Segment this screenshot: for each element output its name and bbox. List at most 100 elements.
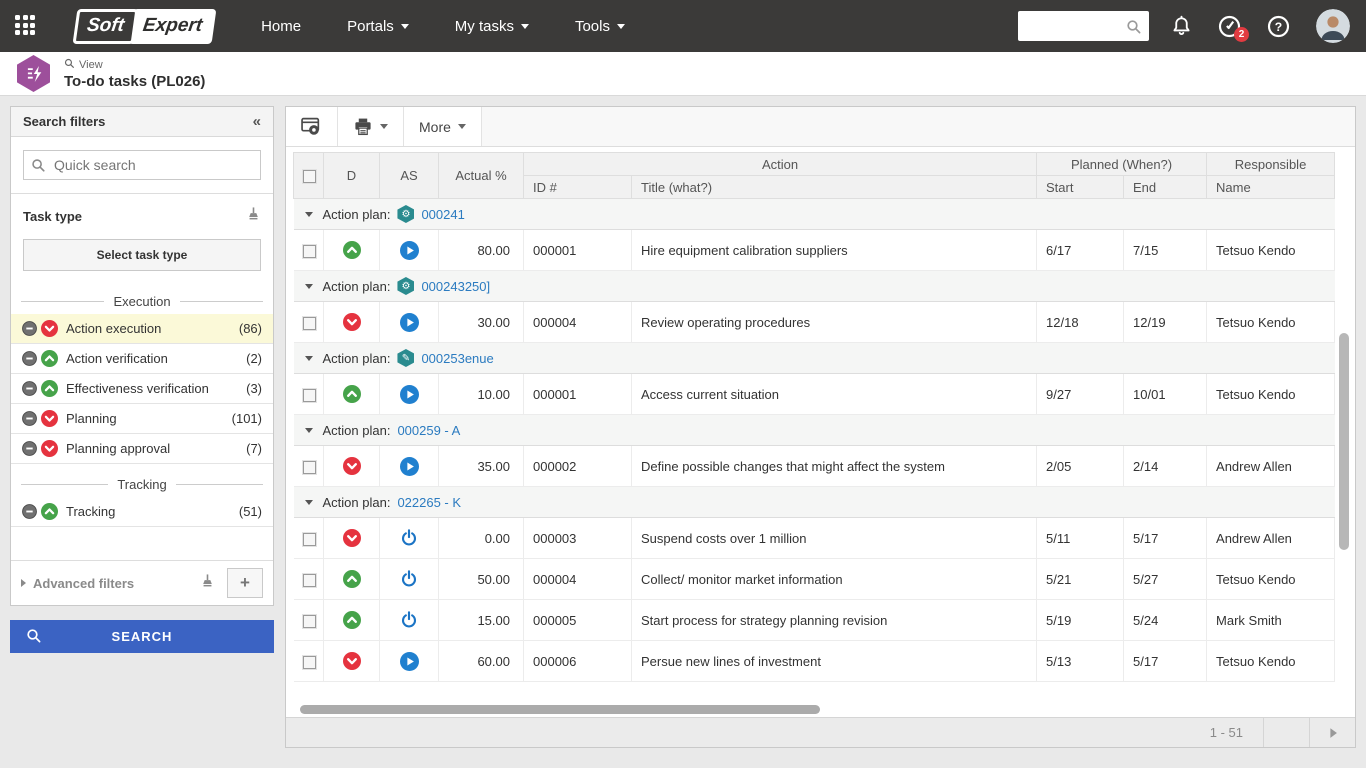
clear-filter-icon[interactable] — [246, 206, 261, 227]
collapse-group-icon[interactable] — [305, 212, 313, 217]
responsible-name-cell: Andrew Allen — [1207, 518, 1335, 559]
planned-start-cell: 5/13 — [1037, 641, 1124, 682]
nav-item-my-tasks[interactable]: My tasks — [432, 0, 552, 52]
col-header-action: Action — [524, 153, 1037, 176]
status-ontime-icon — [41, 350, 58, 367]
action-plan-link[interactable]: 022265 - K — [397, 495, 461, 510]
planned-end-cell: 7/15 — [1124, 230, 1207, 271]
col-header-as[interactable]: AS — [380, 153, 439, 199]
svg-text:?: ? — [1275, 19, 1282, 33]
row-checkbox[interactable] — [303, 461, 316, 474]
row-checkbox[interactable] — [303, 245, 316, 258]
logo-part-soft: Soft — [73, 9, 139, 44]
minus-circle-icon — [22, 351, 37, 366]
print-button[interactable] — [338, 107, 404, 146]
col-header-name[interactable]: Name — [1207, 176, 1335, 199]
minus-circle-icon — [22, 381, 37, 396]
notification-badge: 2 — [1234, 27, 1249, 42]
row-checkbox[interactable] — [303, 389, 316, 402]
status-late-icon — [41, 410, 58, 427]
col-header-responsible: Responsible — [1207, 153, 1335, 176]
planned-end-cell: 5/24 — [1124, 600, 1207, 641]
more-menu-button[interactable]: More — [404, 107, 482, 146]
row-checkbox[interactable] — [303, 533, 316, 546]
pending-tasks-clock-icon[interactable]: 2 — [1218, 15, 1241, 38]
notifications-bell-icon[interactable] — [1171, 15, 1192, 38]
collapse-group-icon[interactable] — [305, 284, 313, 289]
group-prefix-label: Action plan: — [323, 351, 391, 366]
sidebar-item-planning-approval[interactable]: Planning approval(7) — [11, 434, 273, 464]
action-title-cell: Access current situation — [632, 374, 1037, 415]
table-row: 50.00000004Collect/ monitor market infor… — [294, 559, 1335, 600]
collapse-group-icon[interactable] — [305, 500, 313, 505]
sidebar-item-planning[interactable]: Planning(101) — [11, 404, 273, 434]
select-all-checkbox[interactable] — [303, 170, 316, 183]
sidebar-item-label: Tracking — [66, 504, 115, 519]
row-checkbox[interactable] — [303, 615, 316, 628]
nav-item-portals[interactable]: Portals — [324, 0, 432, 52]
row-checkbox[interactable] — [303, 317, 316, 330]
action-title-cell: Start process for strategy planning revi… — [632, 600, 1037, 641]
planned-end-cell: 5/17 — [1124, 641, 1207, 682]
clear-filter-icon[interactable] — [200, 573, 215, 594]
row-checkbox[interactable] — [303, 574, 316, 587]
sidebar-item-tracking[interactable]: Tracking(51) — [11, 497, 273, 527]
action-plan-gear-icon: ⚙ — [397, 277, 414, 295]
next-page-button[interactable] — [1309, 718, 1355, 747]
action-plan-link[interactable]: 000253enue — [421, 351, 493, 366]
add-filter-button[interactable]: + — [227, 568, 263, 598]
user-avatar[interactable] — [1316, 9, 1350, 43]
collapse-group-icon[interactable] — [305, 428, 313, 433]
col-header-title[interactable]: Title (what?) — [632, 176, 1037, 199]
action-plan-module-icon — [17, 55, 50, 92]
app-grid-icon[interactable] — [15, 15, 37, 37]
softexpert-logo[interactable]: Soft Expert — [73, 9, 217, 44]
horizontal-scrollbar[interactable] — [300, 705, 820, 714]
status-power-icon — [400, 529, 418, 547]
col-header-d[interactable]: D — [324, 153, 380, 199]
tasks-grid-area: D AS Actual % Action Planned (When?) Res… — [286, 147, 1355, 717]
sidebar-item-effectiveness-verification[interactable]: Effectiveness verification(3) — [11, 374, 273, 404]
collapse-group-icon[interactable] — [305, 356, 313, 361]
action-plan-link[interactable]: 000241 — [421, 207, 464, 222]
action-plan-link[interactable]: 000243250] — [421, 279, 490, 294]
help-icon[interactable]: ? — [1267, 15, 1290, 38]
row-checkbox[interactable] — [303, 656, 316, 669]
action-id-cell: 000001 — [524, 374, 632, 415]
nav-item-tools[interactable]: Tools — [552, 0, 648, 52]
direction-up-icon — [343, 611, 361, 629]
search-button[interactable]: SEARCH — [10, 620, 274, 653]
select-task-type-button[interactable]: Select task type — [23, 239, 261, 271]
planned-end-cell: 5/17 — [1124, 518, 1207, 559]
col-header-planned: Planned (When?) — [1037, 153, 1207, 176]
action-plan-pencil-icon: ✎ — [397, 349, 414, 367]
sidebar-item-action-execution[interactable]: Action execution(86) — [11, 314, 273, 344]
quick-search-input[interactable] — [23, 150, 261, 180]
col-header-end[interactable]: End — [1124, 176, 1207, 199]
sidebar-item-label: Planning — [66, 411, 117, 426]
col-header-start[interactable]: Start — [1037, 176, 1124, 199]
action-id-cell: 000002 — [524, 446, 632, 487]
col-header-actual[interactable]: Actual % — [439, 153, 524, 199]
results-panel: More D AS Actual % Action — [285, 106, 1356, 748]
sidebar-item-count: (3) — [246, 381, 262, 396]
previous-page-button[interactable] — [1263, 718, 1309, 747]
expand-advanced-filters-icon[interactable] — [21, 579, 26, 587]
collapse-sidebar-icon[interactable]: « — [253, 113, 261, 130]
advanced-filters-label[interactable]: Advanced filters — [33, 576, 134, 591]
sidebar-item-action-verification[interactable]: Action verification(2) — [11, 344, 273, 374]
status-play-icon — [400, 457, 419, 476]
vertical-scrollbar[interactable] — [1339, 333, 1349, 550]
action-plan-gear-icon: ⚙ — [397, 205, 414, 223]
view-data-button[interactable] — [286, 107, 338, 146]
direction-down-icon — [343, 313, 361, 331]
planned-start-cell: 12/18 — [1037, 302, 1124, 343]
sidebar-item-count: (86) — [239, 321, 262, 336]
status-play-icon — [400, 241, 419, 260]
table-row: 15.00000005Start process for strategy pl… — [294, 600, 1335, 641]
col-header-id[interactable]: ID # — [524, 176, 632, 199]
action-plan-link[interactable]: 000259 - A — [397, 423, 460, 438]
nav-item-home[interactable]: Home — [238, 0, 324, 52]
chevron-down-icon — [521, 24, 529, 29]
direction-up-icon — [343, 241, 361, 259]
